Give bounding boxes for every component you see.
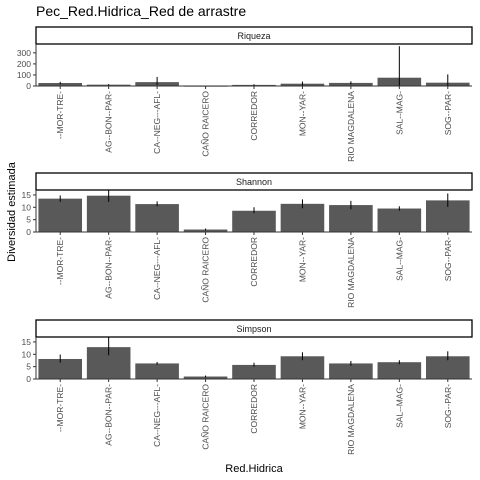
bar [183, 229, 228, 232]
bar [38, 198, 83, 232]
strip-box [35, 26, 473, 45]
bar [329, 205, 373, 232]
bar [425, 356, 470, 379]
y-tick-label: 10 [22, 202, 32, 212]
x-tick-label: MON--YAR- [297, 91, 307, 136]
y-tick-label: 0 [26, 227, 31, 237]
x-tick-label: SOG--PAR- [443, 237, 453, 281]
x-tick-label: CORREDOR [249, 91, 259, 141]
x-tick-label: SAL--MAG- [394, 384, 404, 428]
x-tick-label: RIO MAGDALENA [346, 237, 356, 308]
y-tick-label: 0 [26, 374, 31, 384]
bar [38, 83, 83, 86]
strip-box [35, 319, 473, 338]
x-tick-label: SAL--MAG- [394, 91, 404, 135]
y-tick-label: 0 [26, 81, 31, 91]
x-tick-label: MON--YAR- [297, 237, 307, 282]
bar [232, 364, 276, 379]
x-tick-label: AG--BON--PAR- [104, 237, 114, 299]
x-tick-label: CA--NEG---AFL- [152, 237, 162, 300]
strip-label: Riqueza [237, 31, 270, 41]
bar [280, 356, 325, 379]
bar [280, 203, 325, 232]
x-tick-label: --MOR-TRE- [55, 237, 65, 285]
x-tick-label: AG--BON--PAR- [104, 91, 114, 153]
x-tick-label: RIO MAGDALENA [346, 91, 356, 162]
bar [377, 208, 422, 232]
chart-title: Pec_Red.Hidrica_Red de arrastre [36, 3, 246, 19]
bar [329, 82, 373, 86]
y-tick-label: 10 [22, 349, 32, 359]
y-axis-label: Diversidad estimada [6, 161, 18, 262]
x-tick-label: RIO MAGDALENA [346, 384, 356, 455]
x-tick-label: --MOR-TRE- [55, 384, 65, 432]
x-tick-label: CORREDOR [249, 384, 259, 434]
x-tick-label: CA--NEG---AFL- [152, 384, 162, 447]
strip-label: Simpson [236, 324, 271, 334]
panel-shannon: Shannon 0 5 10 15 --MOR-TRE- AG--BON--PAR- CA--… [22, 172, 473, 308]
y-tick-label: 300 [17, 48, 31, 58]
x-tick-label: CA--NEG---AFL- [152, 91, 162, 154]
x-tick-label: --MOR-TRE- [55, 91, 65, 139]
x-tick-label: CAÑO RAICERO [201, 91, 211, 157]
bar [38, 358, 83, 379]
x-tick-label: CAÑO RAICERO [201, 237, 211, 303]
x-tick-label: AG--BON--PAR- [104, 384, 114, 446]
x-axis-label: Red.Hidrica [225, 463, 283, 475]
x-tick-label: SOG--PAR- [443, 91, 453, 135]
y-tick-label: 5 [26, 215, 31, 225]
bar [135, 363, 179, 379]
x-tick-label: SOG--PAR- [443, 384, 453, 428]
x-tick-label: CAÑO RAICERO [201, 384, 211, 450]
strip-box [35, 172, 473, 191]
bar [135, 204, 179, 232]
panel-simpson: Simpson 0 5 10 15 --MOR-TRE- AG--BON--PAR- CA--… [22, 319, 473, 455]
y-tick-label: 100 [17, 70, 31, 80]
y-tick-label: 15 [22, 337, 32, 347]
y-tick-label: 15 [22, 190, 32, 200]
x-tick-label: SAL--MAG- [394, 237, 404, 281]
strip-label: Shannon [236, 177, 272, 187]
y-tick-label: 5 [26, 362, 31, 372]
y-tick-label: 200 [17, 59, 31, 69]
x-tick-label: MON--YAR- [297, 384, 307, 429]
x-tick-label: CORREDOR [249, 237, 259, 287]
bar [232, 210, 276, 232]
bar [183, 376, 228, 379]
bar [377, 362, 422, 379]
bar [329, 363, 373, 379]
